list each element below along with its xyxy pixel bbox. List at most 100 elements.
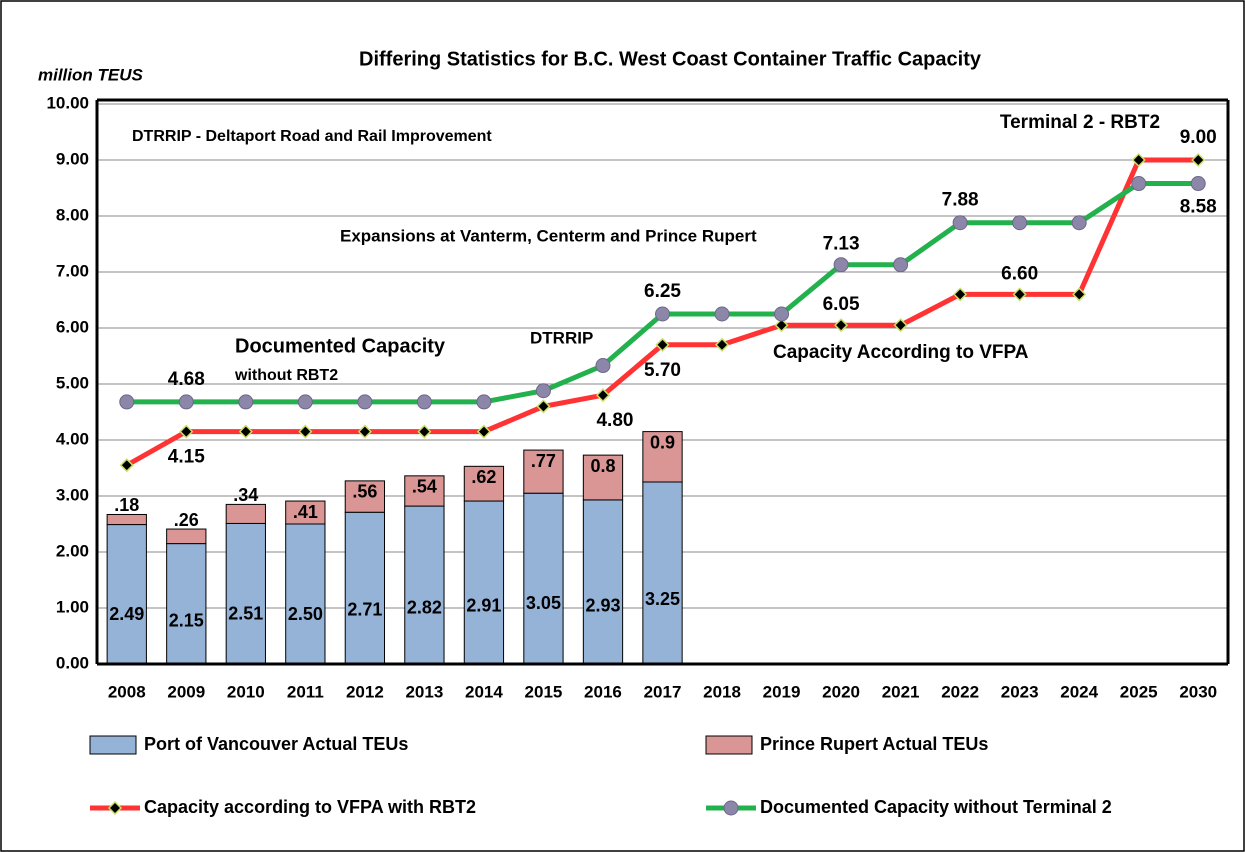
x-tick-label: 2010 (227, 682, 265, 701)
annotation: Terminal 2 - RBT2 (1000, 112, 1160, 133)
y-tick-label: 4.00 (56, 429, 89, 448)
point (238, 424, 253, 439)
y-tick-label: 8.00 (56, 205, 89, 224)
bar (642, 431, 683, 483)
point-value-label: 8.58 (1180, 197, 1217, 218)
point (357, 424, 372, 439)
bar-value-label: .18 (114, 495, 139, 515)
legend-label: Prince Rupert Actual TEUs (760, 734, 988, 754)
legend-label: Capacity according to VFPA with RBT2 (144, 797, 476, 817)
point (833, 257, 849, 273)
x-tick-label: 2012 (346, 682, 384, 701)
bar (285, 523, 326, 665)
point (953, 287, 968, 302)
x-tick-label: 2020 (822, 682, 860, 701)
bar (285, 500, 326, 525)
point (536, 399, 551, 414)
bar-value-label: 2.82 (407, 597, 442, 617)
bar-value-label: .56 (352, 482, 377, 502)
point (238, 394, 254, 410)
point (595, 358, 611, 374)
x-tick-label: 2021 (882, 682, 920, 701)
bar (642, 481, 683, 665)
bar (344, 511, 386, 665)
x-tick-label: 2023 (1001, 682, 1039, 701)
bar-value-label: 2.51 (228, 604, 263, 624)
point-value-label: 5.70 (644, 360, 681, 381)
bar (166, 543, 207, 665)
point (357, 394, 373, 410)
point-value-label: 9.00 (1180, 127, 1217, 148)
annotation: Documented Capacity (235, 335, 446, 357)
y-tick-label: 6.00 (56, 317, 89, 336)
point (595, 388, 611, 403)
bar (166, 528, 207, 545)
bar (463, 500, 505, 665)
point (893, 257, 909, 273)
bar-value-label: 2.50 (288, 604, 323, 624)
y-tick-label: 2.00 (56, 541, 89, 560)
x-tick-label: 2022 (941, 682, 979, 701)
bar-value-label: 2.93 (585, 595, 620, 615)
y-tick-label: 7.00 (56, 261, 89, 280)
point-value-label: 6.25 (644, 281, 681, 302)
point (298, 424, 313, 439)
annotation: Capacity According to VFPA (773, 342, 1029, 363)
x-tick-label: 2025 (1120, 682, 1158, 701)
x-tick-label: 2013 (405, 682, 443, 701)
annotation: Expansions at Vanterm, Centerm and Princ… (340, 226, 757, 245)
bar-value-label: 0.8 (590, 456, 615, 476)
annotation: without RBT2 (234, 367, 338, 384)
y-axis-label: million TEUS (38, 65, 144, 84)
point (1072, 287, 1087, 302)
bar-value-label: .54 (412, 477, 437, 497)
bar-value-label: .62 (471, 467, 496, 487)
bar-value-label: .26 (174, 510, 199, 530)
y-tick-label: 10.00 (46, 93, 89, 112)
y-tick-label: 0.00 (56, 653, 89, 672)
bar (344, 480, 386, 513)
x-tick-label: 2018 (703, 682, 741, 701)
bar-value-label: .77 (531, 451, 556, 471)
point-value-label: 6.05 (823, 294, 860, 315)
x-tick-label: 2030 (1179, 682, 1217, 701)
point (714, 306, 730, 322)
bar (463, 465, 505, 502)
bar-value-label: .41 (293, 502, 318, 522)
chart-title: Differing Statistics for B.C. West Coast… (359, 48, 982, 70)
point (1131, 152, 1146, 168)
x-tick-label: 2009 (167, 682, 205, 701)
legend-swatch (705, 735, 753, 755)
bar-value-label: 2.91 (466, 596, 501, 616)
point (655, 306, 670, 322)
bar (225, 522, 266, 665)
point (1190, 176, 1206, 192)
x-tick-label: 2015 (525, 682, 563, 701)
bar-value-label: 0.9 (650, 432, 675, 452)
point (1071, 215, 1087, 231)
y-tick-label: 9.00 (56, 149, 89, 168)
x-tick-label: 2024 (1060, 682, 1098, 701)
bar-value-label: .34 (233, 485, 258, 505)
x-tick-label: 2014 (465, 682, 503, 701)
legend-marker (723, 800, 739, 816)
x-tick-label: 2019 (763, 682, 801, 701)
point-value-label: 6.60 (1001, 263, 1038, 284)
x-tick-label: 2016 (584, 682, 622, 701)
point (952, 215, 968, 231)
point (297, 394, 313, 410)
bar (106, 524, 147, 665)
point (1131, 176, 1147, 192)
bar-value-label: 3.05 (526, 593, 561, 613)
legend-label: Documented Capacity without Terminal 2 (760, 797, 1112, 817)
point (834, 318, 849, 333)
point-value-label: 7.13 (823, 234, 860, 255)
y-tick-label: 1.00 (56, 597, 89, 616)
point (476, 394, 492, 410)
bar (404, 475, 445, 507)
x-tick-label: 2011 (287, 682, 324, 701)
y-tick-label: 3.00 (56, 485, 89, 504)
point (119, 458, 134, 473)
bar (582, 454, 624, 501)
point-value-label: 4.80 (596, 410, 633, 431)
